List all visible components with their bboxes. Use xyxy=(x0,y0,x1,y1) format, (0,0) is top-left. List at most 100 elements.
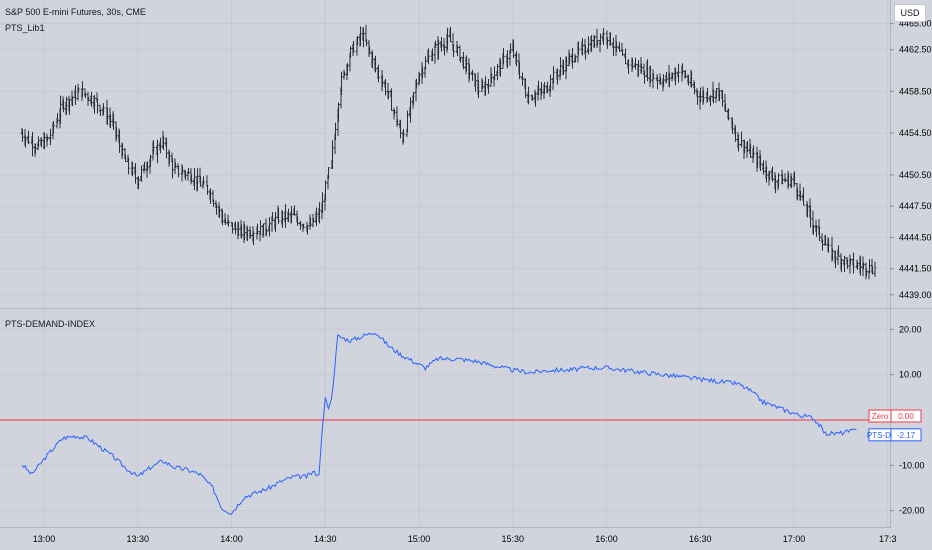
price-bar xyxy=(862,262,865,270)
currency-button[interactable]: USD xyxy=(894,4,926,22)
price-bar xyxy=(456,44,459,57)
price-bar xyxy=(521,72,524,86)
price-bar xyxy=(231,222,234,234)
price-bar xyxy=(712,89,715,104)
price-bar xyxy=(659,77,662,85)
price-bar xyxy=(609,32,612,46)
price-bar xyxy=(634,57,637,70)
price-bar xyxy=(843,255,846,272)
price-bar xyxy=(99,109,102,117)
price-bar xyxy=(793,171,796,185)
price-bar xyxy=(409,97,412,123)
price-bar xyxy=(193,167,196,190)
price-bar xyxy=(690,71,693,88)
price-bar xyxy=(777,173,780,188)
zero-value-tag: Zero 0.00 xyxy=(868,409,922,423)
currency-label: USD xyxy=(900,8,920,18)
price-bar xyxy=(524,78,527,98)
price-bar xyxy=(687,75,690,86)
price-bar xyxy=(165,137,168,159)
price-bar xyxy=(112,113,115,130)
price-bar xyxy=(762,160,765,175)
price-bar xyxy=(434,40,437,48)
price-bar xyxy=(90,91,93,107)
price-bar xyxy=(612,37,615,57)
price-bar xyxy=(84,92,87,99)
price-bar xyxy=(21,129,24,142)
price-bar xyxy=(352,40,355,53)
price-bar xyxy=(781,173,784,185)
price-bar xyxy=(809,205,812,228)
zero-value-tag-value-box xyxy=(890,409,922,423)
price-tick-label: 4444.50 xyxy=(899,232,932,242)
price-tick-label: 4447.50 xyxy=(899,201,932,211)
price-bar xyxy=(437,39,440,60)
price-bar xyxy=(324,180,327,201)
price-bar xyxy=(134,163,137,184)
price-bar xyxy=(752,145,755,158)
price-bar xyxy=(824,235,827,246)
price-bar xyxy=(849,258,852,265)
price-tick-label: 4454.50 xyxy=(899,128,932,138)
price-bar xyxy=(399,119,402,139)
price-bar xyxy=(656,76,659,90)
price-bar xyxy=(52,121,55,134)
price-bar xyxy=(243,224,246,241)
price-bar xyxy=(599,33,602,46)
price-bar xyxy=(249,230,252,238)
price-bar xyxy=(102,103,105,115)
price-bar xyxy=(96,98,99,114)
time-axis[interactable]: 13:00 13:30 14:00 14:30 15:00 15:30 16:00 16:30… xyxy=(33,534,897,544)
price-bar xyxy=(662,74,665,88)
price-tick-label: 4458.50 xyxy=(899,86,932,96)
price-bar xyxy=(590,35,593,51)
indicator-tick-label: 10.00 xyxy=(899,370,922,380)
price-bar xyxy=(365,39,368,47)
price-bar xyxy=(759,155,762,171)
price-bar xyxy=(871,265,874,275)
price-bar xyxy=(796,187,799,201)
price-bar xyxy=(268,217,271,237)
price-bar xyxy=(756,151,759,169)
price-bar xyxy=(359,26,362,46)
price-bar xyxy=(418,72,421,84)
price-bar xyxy=(396,119,399,125)
price-bar xyxy=(543,82,546,95)
price-bar xyxy=(743,139,746,154)
price-bar xyxy=(246,227,249,241)
price-bar xyxy=(665,71,668,83)
price-pane[interactable] xyxy=(20,24,877,280)
pts-di-value-tag-value-box xyxy=(890,428,922,442)
price-bar xyxy=(562,60,565,75)
price-bar xyxy=(602,27,605,46)
price-bar xyxy=(415,78,418,89)
price-bar xyxy=(534,91,537,107)
price-bar xyxy=(159,137,162,154)
price-bar xyxy=(196,168,199,191)
price-bar xyxy=(681,63,684,75)
price-bar xyxy=(465,55,468,72)
price-bar xyxy=(718,89,721,102)
indicator-value-tags: Zero 0.00 PTS-DI -2.17 xyxy=(867,409,922,442)
price-bar xyxy=(468,64,471,80)
price-bar xyxy=(702,90,705,103)
price-axis[interactable]: 4465.00 4462.50 4458.50 4454.50 4450.50 4447.… xyxy=(890,19,932,300)
price-bar xyxy=(671,72,674,80)
price-bar xyxy=(490,73,493,83)
price-bar xyxy=(137,176,140,190)
time-tick-label: 17:00 xyxy=(783,534,806,544)
indicator-tick-label: -20.00 xyxy=(899,506,925,516)
time-tick-label: 16:30 xyxy=(689,534,712,544)
price-bar xyxy=(709,95,712,107)
price-bar xyxy=(168,151,171,164)
price-bar xyxy=(624,48,627,65)
indicator-pane-title: PTS-DEMAND-INDEX xyxy=(5,319,96,329)
price-bar xyxy=(856,261,859,270)
indicator-pane[interactable] xyxy=(0,332,890,515)
price-bar xyxy=(115,126,118,140)
price-bar xyxy=(868,259,871,274)
price-bar xyxy=(40,137,43,148)
price-bar xyxy=(749,143,752,158)
price-bar xyxy=(321,192,324,213)
